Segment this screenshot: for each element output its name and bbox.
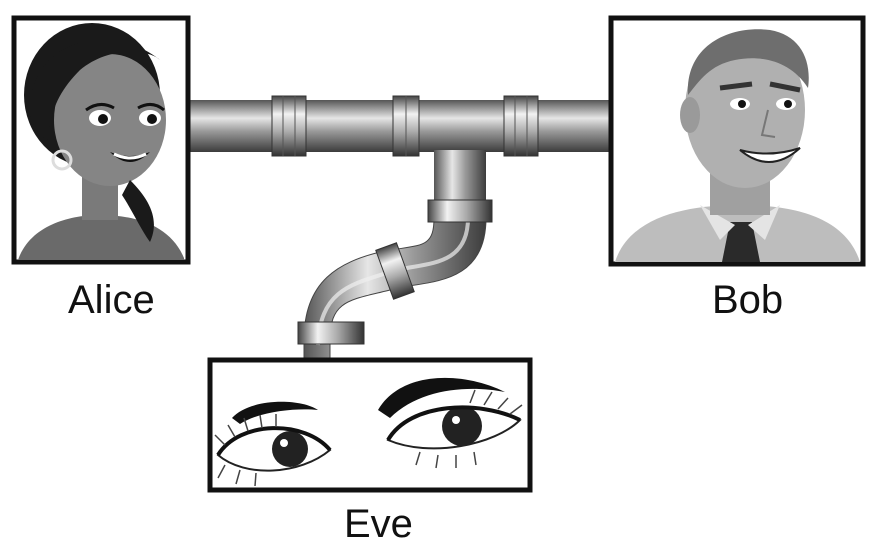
woman-portrait-icon (18, 23, 184, 260)
bob-label: Bob (712, 278, 784, 322)
man-portrait-icon (615, 29, 860, 262)
eve-portrait-frame (207, 357, 533, 493)
alice-label: Alice (68, 278, 155, 322)
eavesdrop-pipe-icon (297, 150, 493, 361)
pipe-coupling (297, 321, 365, 345)
eyes-icon (214, 377, 523, 487)
pipe-coupling (503, 95, 539, 157)
pipe-coupling (375, 242, 415, 300)
alice-portrait-frame (11, 15, 191, 265)
channel-pipe (188, 95, 612, 157)
pipe-coupling (427, 199, 493, 223)
eve-label: Eve (344, 502, 413, 546)
pipe-coupling (271, 95, 307, 157)
bob-portrait-frame (608, 15, 866, 267)
pipe-coupling (392, 95, 420, 157)
